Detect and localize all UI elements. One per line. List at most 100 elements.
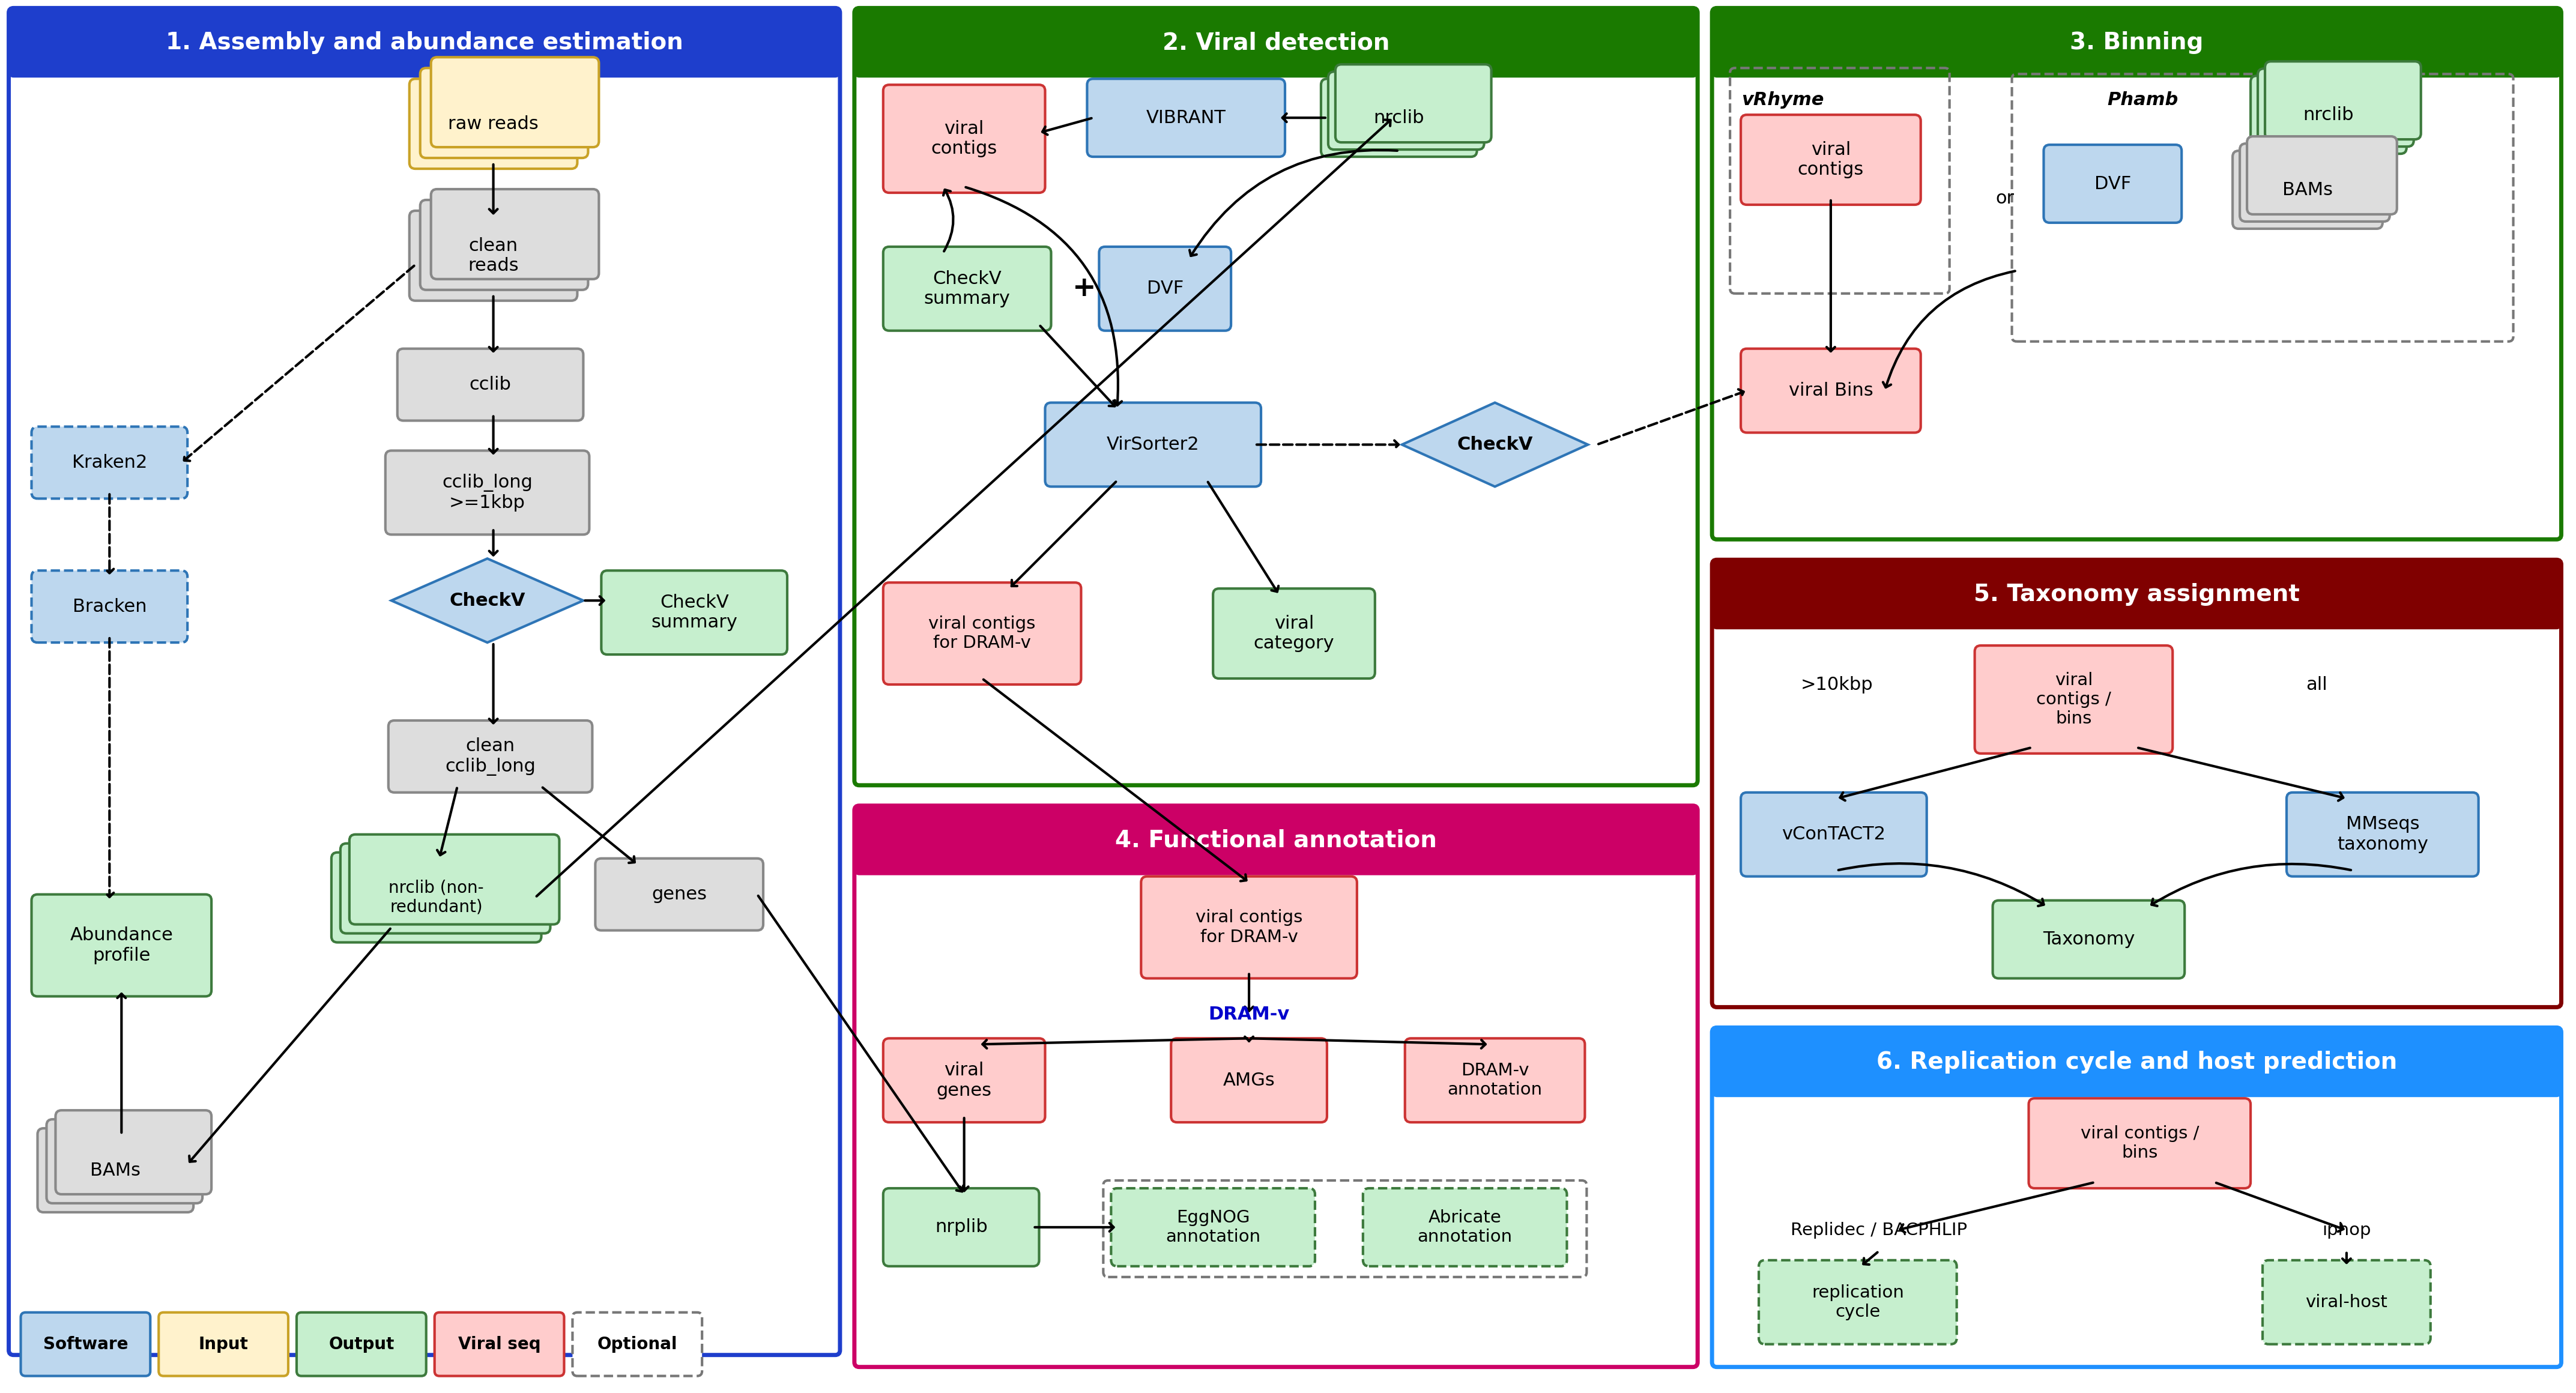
FancyBboxPatch shape xyxy=(1713,1028,2561,1367)
Text: Kraken2: Kraken2 xyxy=(72,454,147,471)
Bar xyxy=(863,40,1690,72)
Text: Replidec / BACPHLIP: Replidec / BACPHLIP xyxy=(1790,1222,1968,1238)
FancyBboxPatch shape xyxy=(600,571,788,655)
Text: 2. Viral detection: 2. Viral detection xyxy=(1162,32,1388,54)
Text: raw reads: raw reads xyxy=(448,116,538,132)
Text: viral-host: viral-host xyxy=(2306,1294,2388,1311)
FancyBboxPatch shape xyxy=(39,1128,193,1212)
FancyBboxPatch shape xyxy=(1087,79,1285,157)
Text: nrplib: nrplib xyxy=(935,1219,987,1236)
Text: viral Bins: viral Bins xyxy=(1788,382,1873,400)
FancyBboxPatch shape xyxy=(350,834,559,925)
Text: EggNOG
annotation: EggNOG annotation xyxy=(1164,1209,1260,1245)
FancyBboxPatch shape xyxy=(332,853,541,943)
FancyBboxPatch shape xyxy=(1741,793,1927,876)
FancyBboxPatch shape xyxy=(1759,1261,1958,1344)
Text: BAMs: BAMs xyxy=(90,1162,142,1178)
Text: AMGs: AMGs xyxy=(1224,1071,1275,1089)
Text: viral
genes: viral genes xyxy=(938,1061,992,1099)
Text: viral
category: viral category xyxy=(1255,614,1334,652)
FancyBboxPatch shape xyxy=(430,57,598,148)
FancyBboxPatch shape xyxy=(46,1120,204,1204)
FancyBboxPatch shape xyxy=(31,426,188,499)
FancyBboxPatch shape xyxy=(2287,793,2478,876)
FancyBboxPatch shape xyxy=(884,247,1051,330)
FancyBboxPatch shape xyxy=(855,8,1698,786)
Text: viral
contigs: viral contigs xyxy=(1798,141,1865,178)
FancyBboxPatch shape xyxy=(340,843,551,933)
FancyBboxPatch shape xyxy=(31,571,188,642)
Text: CheckV
summary: CheckV summary xyxy=(652,593,737,631)
Bar xyxy=(1721,592,2553,624)
FancyBboxPatch shape xyxy=(1404,1038,1584,1123)
FancyBboxPatch shape xyxy=(2251,75,2406,153)
FancyBboxPatch shape xyxy=(410,79,577,169)
FancyBboxPatch shape xyxy=(1100,247,1231,330)
FancyBboxPatch shape xyxy=(1363,1188,1566,1266)
FancyBboxPatch shape xyxy=(1713,8,2561,78)
FancyBboxPatch shape xyxy=(397,348,582,421)
Text: Phamb: Phamb xyxy=(2107,91,2179,109)
Text: Bracken: Bracken xyxy=(72,598,147,616)
Text: Taxonomy: Taxonomy xyxy=(2043,931,2136,949)
FancyBboxPatch shape xyxy=(386,450,590,535)
FancyBboxPatch shape xyxy=(410,210,577,301)
Text: all: all xyxy=(2306,676,2326,694)
FancyBboxPatch shape xyxy=(296,1312,425,1376)
FancyBboxPatch shape xyxy=(1321,79,1476,157)
FancyBboxPatch shape xyxy=(2233,150,2383,228)
FancyBboxPatch shape xyxy=(855,805,1698,1367)
Text: MMseqs
taxonomy: MMseqs taxonomy xyxy=(2336,816,2429,854)
Text: clean
reads: clean reads xyxy=(469,237,518,274)
Text: nrclib (non-
redundant): nrclib (non- redundant) xyxy=(389,879,484,915)
Text: Viral seq: Viral seq xyxy=(459,1336,541,1353)
FancyBboxPatch shape xyxy=(2264,61,2421,139)
Text: viral contigs
for DRAM-v: viral contigs for DRAM-v xyxy=(927,616,1036,652)
FancyBboxPatch shape xyxy=(8,8,840,78)
Text: CheckV: CheckV xyxy=(1458,436,1533,453)
Text: >10kbp: >10kbp xyxy=(1801,676,1873,694)
FancyBboxPatch shape xyxy=(1713,1028,2561,1098)
FancyBboxPatch shape xyxy=(430,189,598,279)
FancyBboxPatch shape xyxy=(2239,143,2391,221)
Text: viral
contigs: viral contigs xyxy=(930,120,997,157)
FancyBboxPatch shape xyxy=(435,1312,564,1376)
Text: vConTACT2: vConTACT2 xyxy=(1783,826,1886,843)
Text: DRAM-v: DRAM-v xyxy=(1208,1006,1291,1022)
FancyBboxPatch shape xyxy=(8,8,840,1355)
Text: or: or xyxy=(1996,189,2014,208)
Text: viral contigs /
bins: viral contigs / bins xyxy=(2081,1126,2200,1162)
FancyBboxPatch shape xyxy=(595,858,762,931)
FancyBboxPatch shape xyxy=(1713,560,2561,630)
Text: 1. Assembly and abundance estimation: 1. Assembly and abundance estimation xyxy=(165,32,683,54)
FancyBboxPatch shape xyxy=(1110,1188,1314,1266)
FancyBboxPatch shape xyxy=(1213,589,1376,678)
Text: viral
contigs /
bins: viral contigs / bins xyxy=(2035,671,2112,727)
FancyBboxPatch shape xyxy=(1141,876,1358,978)
Text: Output: Output xyxy=(330,1336,394,1353)
Text: cclib: cclib xyxy=(469,376,510,393)
Text: vRhyme: vRhyme xyxy=(1741,91,1824,109)
Text: 5. Taxonomy assignment: 5. Taxonomy assignment xyxy=(1973,584,2300,606)
Polygon shape xyxy=(1401,403,1587,486)
FancyBboxPatch shape xyxy=(855,8,1698,78)
Text: 6. Replication cycle and host prediction: 6. Replication cycle and host prediction xyxy=(1875,1050,2398,1074)
Text: Abricate
annotation: Abricate annotation xyxy=(1417,1209,1512,1245)
FancyBboxPatch shape xyxy=(1046,403,1262,486)
FancyBboxPatch shape xyxy=(1741,114,1922,205)
FancyBboxPatch shape xyxy=(884,1038,1046,1123)
FancyBboxPatch shape xyxy=(2262,1261,2432,1344)
Text: DVF: DVF xyxy=(2094,176,2130,192)
FancyBboxPatch shape xyxy=(1329,71,1484,149)
Text: CheckV
summary: CheckV summary xyxy=(925,270,1010,308)
FancyBboxPatch shape xyxy=(2030,1098,2251,1188)
Text: viral contigs
for DRAM-v: viral contigs for DRAM-v xyxy=(1195,910,1303,946)
FancyBboxPatch shape xyxy=(1994,900,2184,978)
Text: BAMs: BAMs xyxy=(2282,181,2334,198)
FancyBboxPatch shape xyxy=(57,1110,211,1194)
FancyBboxPatch shape xyxy=(1334,64,1492,142)
FancyBboxPatch shape xyxy=(2246,137,2396,215)
Text: nrclib: nrclib xyxy=(2303,106,2354,124)
FancyBboxPatch shape xyxy=(855,805,1698,875)
Text: genes: genes xyxy=(652,886,706,903)
